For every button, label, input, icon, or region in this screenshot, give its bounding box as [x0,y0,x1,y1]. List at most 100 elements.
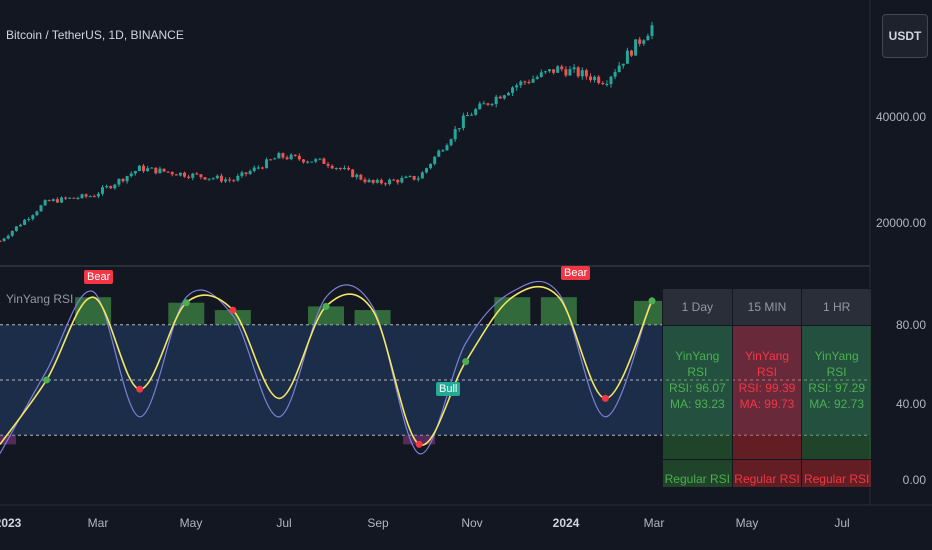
price-candle [486,103,490,105]
price-candle [519,81,523,86]
price-candle [326,163,330,166]
price-candle [19,224,23,227]
price-candle [101,187,105,194]
price-candle [68,197,72,199]
rsi-cross-dot [648,297,656,305]
price-candle [31,215,35,219]
cell-ma: MA: 99.73 [739,397,795,411]
price-candle [396,179,400,183]
rsi-overbought-fill [75,297,112,325]
price-candle [613,72,617,77]
price-candle [490,103,494,105]
rsi-overbought-fill [494,297,531,325]
price-candle [211,178,215,180]
price-candle [465,115,469,117]
time-tick: Mar [643,516,665,530]
symbol-title: Bitcoin / TetherUS, 1D, BINANCE [6,28,184,42]
price-candle [113,184,117,189]
price-candle [424,168,428,173]
price-candle [441,150,445,152]
price-candle [158,168,162,174]
rsi-overbought-fill [634,300,670,325]
time-tick: Nov [461,516,483,530]
price-candle [539,72,543,77]
price-candle [55,199,59,203]
price-candle [535,76,539,79]
rsi-oversold-fill [403,435,436,445]
price-candle [347,167,351,170]
price-candle [35,211,39,216]
price-candle [215,175,219,179]
price-candle [248,171,252,174]
price-candle [129,173,133,177]
price-candle [625,50,629,64]
price-candle [310,161,314,163]
rsi-overbought-fill [354,310,391,325]
price-candle [281,153,285,158]
cell-rsi: RSI: 99.39 [738,381,796,395]
price-candle [531,78,535,83]
price-candle [64,197,68,199]
price-candle [515,85,519,88]
price-candle [314,159,318,162]
time-tick: Mar [87,516,109,530]
price-candle [84,194,88,197]
price-candle [593,76,597,81]
price-candle [502,95,506,99]
price-candle [617,65,621,73]
price-candle [342,167,346,169]
price-candle [527,82,531,84]
price-candle [621,63,625,66]
table-header: 1 HR [801,288,872,326]
price-candle [224,179,228,182]
price-candle [634,39,638,56]
price-candle [392,179,396,181]
price-candle [150,167,154,169]
table-cell: Regular RSI [731,459,803,488]
price-candle [560,66,564,70]
time-tick: May [735,516,759,530]
price-candle [457,128,461,130]
price-candle [453,129,457,140]
price-candle [244,172,248,174]
price-candle [43,200,47,206]
price-candle [191,173,195,178]
cell-title: YinYang RSI [744,349,789,379]
price-candle [133,171,137,174]
price-candle [568,69,572,76]
rsi-table: 1 Day 15 MIN 1 HR YinYang RSI RSI: 96.07… [662,288,872,488]
price-candle [76,198,80,200]
price-candle [137,165,141,172]
price-candle [72,197,76,199]
price-candle [470,114,474,116]
price-candle [252,167,256,172]
price-candle [166,171,170,173]
price-candle [523,81,527,83]
price-candle [564,69,568,76]
price-candle [80,194,84,199]
price-candle [650,25,654,36]
price-candle [10,230,14,236]
price-candle [293,154,297,156]
time-tick: Jul [834,516,850,530]
price-candle [375,179,379,183]
price-candle [334,167,338,169]
price-candle [420,172,424,179]
price-candle [0,240,2,242]
time-tick: 2023 [0,516,22,530]
price-candle [388,179,392,185]
rsi-cross-dot [462,358,470,366]
price-candle [572,67,576,70]
price-candle [363,179,367,183]
price-tick-20000: 20000.00 [875,216,926,230]
price-candle [256,167,260,169]
price-candle [576,67,580,77]
price-candle [142,165,146,172]
rsi-cross-dot [229,306,237,314]
rsi-line [0,280,653,455]
rsi-overbought-fill [214,310,251,325]
price-candle [383,183,387,185]
price-candle [162,168,166,172]
currency-button[interactable]: USDT [882,14,928,58]
price-candle [433,156,437,164]
